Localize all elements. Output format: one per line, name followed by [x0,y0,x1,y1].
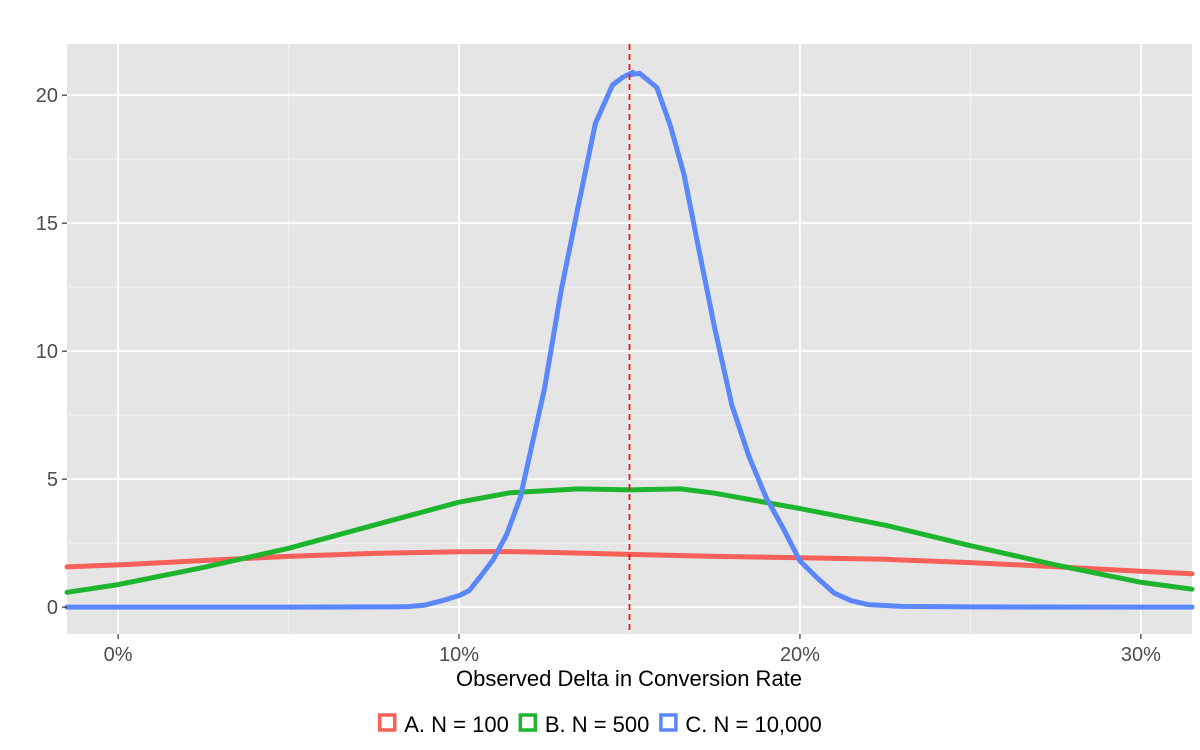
legend-key [518,713,538,732]
series-line-c [64,69,1195,610]
x-tick-label: 30% [1121,644,1161,666]
y-tick-label: 10 [36,341,58,363]
x-tick-label: 20% [780,644,820,666]
y-tick-label: 15 [36,213,58,235]
x-axis-title: Observed Delta in Conversion Rate [456,666,802,691]
x-tick-label: 10% [439,644,479,666]
y-tick-label: 5 [47,469,58,491]
legend-key [659,713,678,732]
legend-label: C. N = 10,000 [685,712,821,737]
y-axis: 0 5 10 15 20 [36,85,67,619]
x-axis: 0% 10% 20% 30% [104,634,1161,666]
legend-label: A. N = 100 [404,712,509,737]
y-tick-label: 0 [47,597,58,619]
legend-key [377,713,397,732]
major-gridlines [67,44,1192,634]
legend: A. N = 100 B. N = 500 C. N = 10,000 [377,712,822,737]
legend-label: B. N = 500 [545,712,650,737]
y-tick-label: 20 [36,85,58,107]
x-tick-label: 0% [104,644,133,666]
